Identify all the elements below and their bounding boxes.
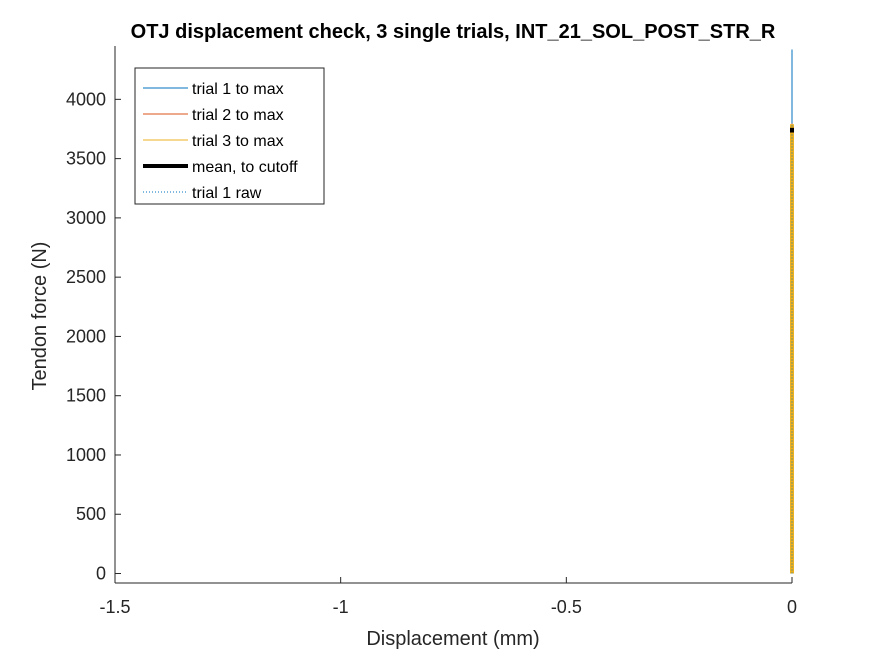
y-tick-label: 3000 <box>66 208 106 228</box>
x-tick-label: -0.5 <box>551 597 582 617</box>
legend-box <box>134 67 325 205</box>
y-tick-label: 1000 <box>66 445 106 465</box>
legend-label-2: trial 2 to max <box>192 107 284 124</box>
legend-label-5: trial 1 raw <box>192 185 262 202</box>
y-axis-ticks: 0 500 1000 1500 2000 2500 3000 3500 4000 <box>66 89 121 584</box>
y-tick-label: 1500 <box>66 386 106 406</box>
x-tick-label: -1 <box>333 597 349 617</box>
legend: trial 1 to max trial 2 to max trial 3 to m… <box>134 67 325 205</box>
legend-label-1: trial 1 to max <box>192 81 284 98</box>
y-axis-label: Tendon force (N) <box>29 242 51 391</box>
y-tick-label: 2500 <box>66 267 106 287</box>
y-tick-label: 2000 <box>66 326 106 346</box>
y-tick-label: 500 <box>76 504 106 524</box>
x-tick-label: -1.5 <box>99 597 130 617</box>
y-tick-label: 4000 <box>66 89 106 109</box>
legend-label-3: trial 3 to max <box>192 133 284 150</box>
x-axis-label: Displacement (mm) <box>366 628 539 650</box>
x-tick-label: 0 <box>787 597 797 617</box>
chart-title: OTJ displacement check, 3 single trials,… <box>131 21 776 43</box>
legend-label-4: mean, to cutoff <box>192 159 298 176</box>
x-axis-ticks: -1.5 -1 -0.5 0 <box>99 577 797 617</box>
y-tick-label: 3500 <box>66 149 106 169</box>
y-tick-label: 0 <box>96 564 106 584</box>
